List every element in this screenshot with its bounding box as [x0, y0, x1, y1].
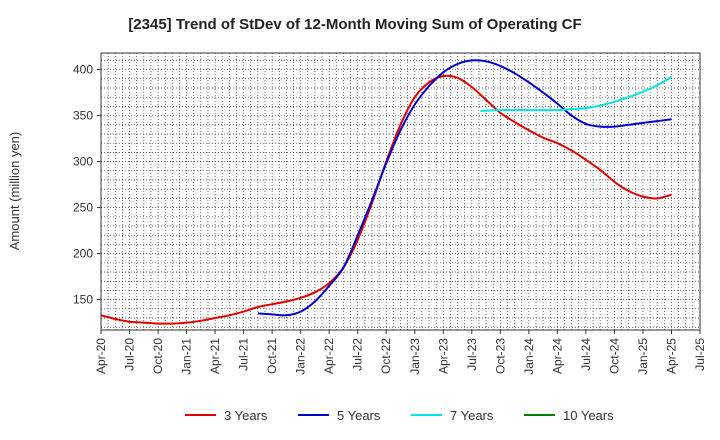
y-tick-label: 350 [73, 109, 93, 123]
x-tick-label: Apr-20 [94, 338, 108, 374]
y-tick-label: 150 [73, 293, 93, 307]
legend-label-3-years: 3 Years [224, 408, 268, 423]
x-tick-label: Apr-25 [664, 338, 678, 374]
x-tick-label: Jul-25 [693, 338, 707, 371]
x-tick-label: Jul-22 [351, 338, 365, 371]
x-tick-label: Oct-24 [607, 338, 621, 374]
chart-title: [2345] Trend of StDev of 12-Month Moving… [128, 16, 581, 33]
plot-border [100, 52, 701, 331]
grid-lines [100, 53, 701, 330]
y-tick-label: 250 [73, 201, 93, 215]
x-tick-label: Apr-23 [436, 338, 450, 374]
x-tick-label: Apr-24 [550, 338, 564, 374]
legend-label-5-years: 5 Years [337, 408, 381, 423]
legend-label-7-years: 7 Years [450, 408, 494, 423]
x-tick-label: Jan-24 [522, 338, 536, 375]
x-tick-label: Jul-23 [465, 338, 479, 371]
x-tick-label: Jan-21 [180, 338, 194, 375]
x-tick-label: Jul-24 [579, 338, 593, 371]
legend: 3 Years 5 Years 7 Years 10 Years [185, 408, 614, 423]
x-axis-ticks: Apr-20 Jul-20 Oct-20 Jan-21 Apr-21 Jul-21 Oct-… [94, 330, 707, 375]
x-tick-label: Jan-23 [408, 338, 422, 375]
series-line-7-years [480, 76, 673, 112]
x-tick-label: Jul-21 [237, 338, 251, 371]
x-tick-label: Oct-23 [493, 338, 507, 374]
x-tick-label: Jul-20 [123, 338, 137, 371]
y-axis-ticks: 150 200 250 300 350 400 [73, 63, 101, 307]
series-line-5-years [257, 59, 672, 317]
y-axis-label: Amount (million yen) [7, 132, 22, 251]
series-lines [100, 59, 673, 325]
x-tick-label: Jan-22 [294, 338, 308, 375]
x-tick-label: Oct-22 [379, 338, 393, 374]
x-tick-label: Oct-21 [265, 338, 279, 374]
y-tick-label: 200 [73, 247, 93, 261]
legend-label-10-years: 10 Years [563, 408, 614, 423]
y-tick-label: 400 [73, 63, 93, 77]
plot-frame [100, 52, 701, 331]
x-tick-label: Apr-21 [208, 338, 222, 374]
x-tick-label: Jan-25 [636, 338, 650, 375]
y-tick-label: 300 [73, 155, 93, 169]
x-tick-label: Oct-20 [151, 338, 165, 374]
x-tick-label: Apr-22 [322, 338, 336, 374]
